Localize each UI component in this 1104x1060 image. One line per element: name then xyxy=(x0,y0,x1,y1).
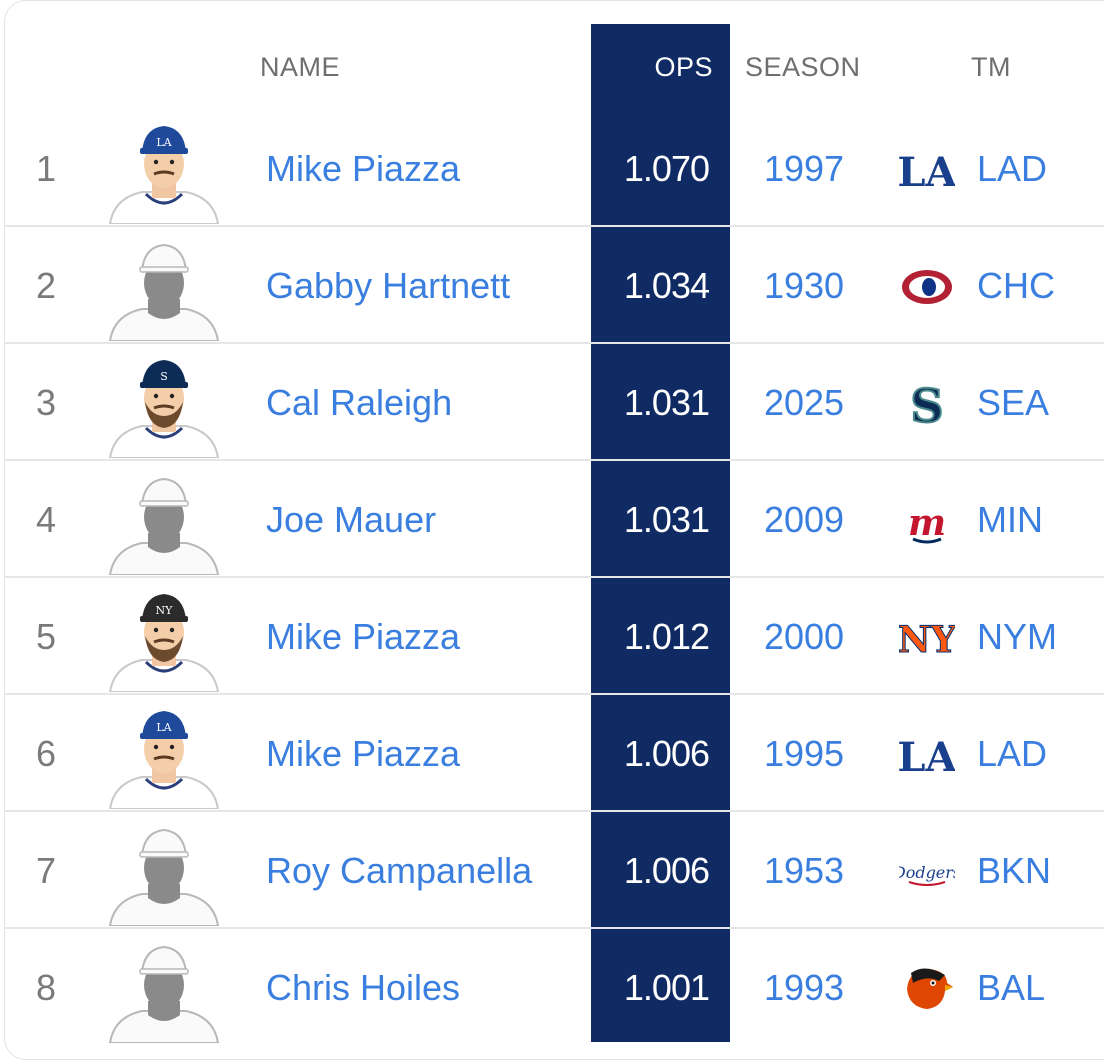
dodgers-la-logo-icon[interactable]: LA xyxy=(897,142,957,198)
svg-text:LA: LA xyxy=(156,721,172,734)
ops-value: 1.031 xyxy=(623,382,710,423)
team-link[interactable]: SEA xyxy=(977,382,1050,423)
season-link[interactable]: 1953 xyxy=(763,850,845,891)
rank-cell: 7 xyxy=(36,850,57,891)
season-link[interactable]: 2025 xyxy=(763,382,845,423)
player-headshot-icon[interactable]: S xyxy=(102,350,226,459)
team-link[interactable]: CHC xyxy=(977,265,1055,306)
row-divider xyxy=(4,693,1104,695)
player-name-link[interactable]: Mike Piazza xyxy=(266,616,461,657)
ops-value: 1.006 xyxy=(623,850,710,891)
rank-cell: 2 xyxy=(36,265,57,306)
rank-cell: 4 xyxy=(36,499,57,540)
row-divider xyxy=(4,810,1104,812)
player-name-link[interactable]: Mike Piazza xyxy=(266,733,461,774)
table-row[interactable]: 6 LA Mike Piazza 1.006 1995 LA LAD xyxy=(4,695,1104,812)
svg-text:LA: LA xyxy=(899,734,955,781)
ops-value: 1.031 xyxy=(623,499,710,540)
svg-text:m: m xyxy=(908,502,946,544)
svg-text:S: S xyxy=(160,370,168,383)
table-row[interactable]: 1 LA Mike Piazza 1.070 1997 LA LAD xyxy=(4,110,1104,227)
team-link[interactable]: NYM xyxy=(977,616,1057,657)
rank-cell: 8 xyxy=(36,967,57,1008)
twins-logo-icon[interactable]: m xyxy=(899,493,955,549)
svg-text:LA: LA xyxy=(899,149,955,196)
team-link[interactable]: MIN xyxy=(977,499,1043,540)
row-divider xyxy=(4,459,1104,461)
row-divider xyxy=(4,927,1104,929)
player-name-link[interactable]: Joe Mauer xyxy=(266,499,437,540)
table-row[interactable]: 4 Joe Mauer 1.031 2009 m MIN xyxy=(4,461,1104,578)
player-name-link[interactable]: Gabby Hartnett xyxy=(266,265,511,306)
player-name-link[interactable]: Roy Campanella xyxy=(266,850,533,891)
leaderboard-card xyxy=(4,0,1104,1060)
rank-cell: 5 xyxy=(36,616,57,657)
mets-logo-icon[interactable]: NY xyxy=(897,610,958,666)
ops-column-highlight xyxy=(591,24,730,1042)
row-divider xyxy=(4,225,1104,227)
ops-value: 1.070 xyxy=(623,148,710,189)
table-header: NAME OPS SEASON TM xyxy=(4,0,1104,110)
player-name-link[interactable]: Mike Piazza xyxy=(266,148,461,189)
season-link[interactable]: 2000 xyxy=(763,616,845,657)
header-season[interactable]: SEASON xyxy=(745,52,861,82)
team-link[interactable]: LAD xyxy=(977,148,1048,189)
season-link[interactable]: 2009 xyxy=(763,499,845,540)
ops-value: 1.034 xyxy=(623,265,710,306)
svg-text:S: S xyxy=(910,379,943,432)
mariners-logo-icon[interactable]: S xyxy=(899,376,955,434)
placeholder-headshot-icon[interactable] xyxy=(102,818,226,927)
svg-text:NY: NY xyxy=(899,619,955,661)
ops-leaderboard-table: NAME OPS SEASON TM 1 LA Mike Piazza 1.07… xyxy=(4,0,1104,1044)
placeholder-headshot-icon[interactable] xyxy=(102,935,226,1044)
team-link[interactable]: LAD xyxy=(977,733,1048,774)
rank-cell: 6 xyxy=(36,733,57,774)
table-row[interactable]: 2 Gabby Hartnett 1.034 1930 CHC xyxy=(4,227,1104,344)
player-name-link[interactable]: Cal Raleigh xyxy=(266,382,453,423)
ops-value: 1.001 xyxy=(623,967,710,1008)
season-link[interactable]: 1993 xyxy=(763,967,845,1008)
row-divider xyxy=(4,576,1104,578)
rank-cell: 3 xyxy=(36,382,57,423)
orioles-logo-icon[interactable] xyxy=(899,961,955,1017)
header-name[interactable]: NAME xyxy=(260,52,341,82)
ops-value: 1.006 xyxy=(623,733,710,774)
table-row[interactable]: 3 S Cal Raleigh 1.031 2025 S SEA xyxy=(4,344,1104,461)
svg-text:LA: LA xyxy=(156,136,172,149)
placeholder-headshot-icon[interactable] xyxy=(102,467,226,576)
season-link[interactable]: 1930 xyxy=(763,265,845,306)
svg-text:NY: NY xyxy=(156,604,174,617)
row-divider xyxy=(4,342,1104,344)
svg-text:Dodgers: Dodgers xyxy=(899,863,955,882)
rank-cell: 1 xyxy=(36,148,57,189)
table-row[interactable]: 8 Chris Hoiles 1.001 1993 BAL xyxy=(4,929,1104,1046)
table-row[interactable]: 5 NY Mike Piazza 1.012 2000 NY NYM xyxy=(4,578,1104,695)
brooklyn-dodgers-logo-icon[interactable]: Dodgers xyxy=(892,844,961,900)
team-link[interactable]: BKN xyxy=(977,850,1052,891)
ops-value: 1.012 xyxy=(623,616,710,657)
player-headshot-icon[interactable]: NY xyxy=(102,584,226,693)
player-headshot-icon[interactable]: LA xyxy=(102,701,226,810)
table-row[interactable]: 7 Roy Campanella 1.006 1953 Dodgers BKN xyxy=(4,812,1104,929)
header-tm[interactable]: TM xyxy=(971,52,1011,82)
player-headshot-icon[interactable]: LA xyxy=(102,116,226,225)
team-link[interactable]: BAL xyxy=(977,967,1046,1008)
placeholder-headshot-icon[interactable] xyxy=(102,233,226,342)
cubs-logo-icon[interactable] xyxy=(899,259,955,315)
header-ops[interactable]: OPS xyxy=(654,52,713,82)
season-link[interactable]: 1997 xyxy=(763,148,845,189)
dodgers-la-logo-icon[interactable]: LA xyxy=(897,727,957,783)
season-link[interactable]: 1995 xyxy=(763,733,845,774)
player-name-link[interactable]: Chris Hoiles xyxy=(266,967,461,1008)
